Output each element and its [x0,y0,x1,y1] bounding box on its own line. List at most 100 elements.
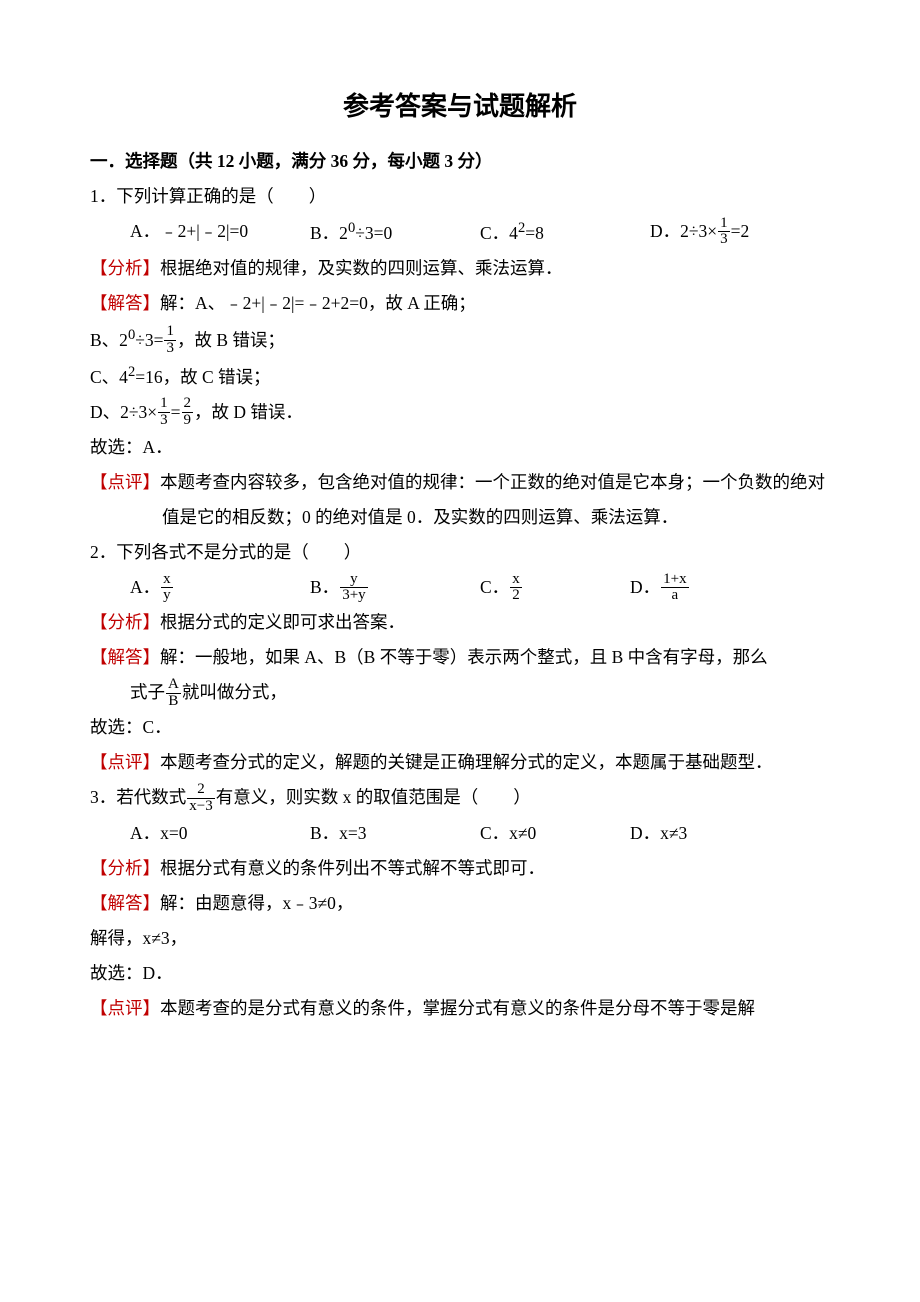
q2-option-d: D．1+xa [630,570,790,605]
fraction: y3+y [340,572,367,605]
text: =16，故 C 错误； [135,367,270,387]
text: D、2÷3× [90,402,157,422]
numerator: x [161,572,173,589]
text: = [171,402,181,422]
fraction: xy [161,572,173,605]
q3-answer-line2: 解得，x≠3， [90,921,830,956]
q2-option-a: A．xy [130,570,310,605]
q1-option-c: C．42=8 [480,214,650,251]
q1-answer-b: B、20÷3=13，故 B 错误； [90,321,830,358]
fraction: 29 [182,396,194,429]
analysis-text: 根据分式的定义即可求出答案． [160,612,405,632]
q3-choice: 故选：D． [90,956,830,991]
fraction: 2x−3 [187,782,214,815]
q3-option-b: B．x=3 [310,816,480,851]
text: C．4 [480,223,518,243]
numerator: 1 [164,324,176,341]
comment-text: 本题考查分式的定义，解题的关键是正确理解分式的定义，本题属于基础题型． [160,752,773,772]
text: D．2÷3× [650,221,717,241]
denominator: 9 [182,413,194,429]
comment-text: 本题考查的是分式有意义的条件，掌握分式有意义的条件是分母不等于零是解 [160,998,755,1018]
numerator: A [166,677,181,694]
denominator: 3 [158,413,170,429]
q3-comment: 【点评】本题考查的是分式有意义的条件，掌握分式有意义的条件是分母不等于零是解 [90,991,830,1026]
analysis-text: 根据绝对值的规律，及实数的四则运算、乘法运算． [160,258,563,278]
text: =8 [525,223,544,243]
text: C、4 [90,367,128,387]
numerator: 1+x [661,572,688,589]
q2-option-b: B．y3+y [310,570,480,605]
text: 3．若代数式 [90,787,186,807]
numerator: 1 [718,216,730,233]
q1-option-b: B．20÷3=0 [310,214,480,251]
denominator: x−3 [187,799,214,815]
q3-option-c: C．x≠0 [480,816,630,851]
denominator: 3+y [340,588,367,604]
q2-answer-line2: 式子AB就叫做分式， [90,675,830,710]
q1-stem: 1．下列计算正确的是（ ） [90,179,830,214]
analysis-tag: 【分析】 [90,858,160,878]
q1-comment: 【点评】本题考查内容较多，包含绝对值的规律：一个正数的绝对值是它本身；一个负数的… [90,465,830,535]
text: =2 [731,221,750,241]
analysis-tag: 【分析】 [90,612,160,632]
numerator: y [340,572,367,589]
text: ÷3=0 [355,223,392,243]
text: 就叫做分式， [182,682,287,702]
q3-stem: 3．若代数式2x−3有意义，则实数 x 的取值范围是（ ） [90,780,830,815]
text: 式子 [130,682,165,702]
section-header: 一．选择题（共 12 小题，满分 36 分，每小题 3 分） [90,144,830,179]
analysis-text: 根据分式有意义的条件列出不等式解不等式即可． [160,858,545,878]
q1-option-a: A．﹣2+|﹣2|=0 [130,214,310,251]
text: ÷3= [135,330,163,350]
fraction: 13 [164,324,176,357]
q3-analysis: 【分析】根据分式有意义的条件列出不等式解不等式即可． [90,851,830,886]
numerator: 2 [187,782,214,799]
comment-tag: 【点评】 [90,472,160,492]
fraction: AB [166,677,181,710]
q1-answer-d: D、2÷3×13=29，故 D 错误． [90,395,830,430]
text: 解：A、﹣2+|﹣2|=﹣2+2=0，故 A 正确； [160,293,476,313]
answer-tag: 【解答】 [90,293,160,313]
comment-tag: 【点评】 [90,998,160,1018]
text: 解：由题意得，x﹣3≠0， [160,893,353,913]
q1-options: A．﹣2+|﹣2|=0 B．20÷3=0 C．42=8 D．2÷3×13=2 [90,214,830,251]
q1-choice: 故选：A． [90,430,830,465]
q2-options: A．xy B．y3+y C．x2 D．1+xa [90,570,830,605]
denominator: a [661,588,688,604]
numerator: 1 [158,396,170,413]
text: ，故 B 错误； [177,330,285,350]
q1-answer-a: 【解答】解：A、﹣2+|﹣2|=﹣2+2=0，故 A 正确； [90,286,830,321]
q2-choice: 故选：C． [90,710,830,745]
denominator: 2 [510,588,522,604]
text: 有意义，则实数 x 的取值范围是（ ） [216,787,531,807]
text: C． [480,577,509,597]
fraction: 1+xa [661,572,688,605]
comment-tag: 【点评】 [90,752,160,772]
q3-options: A．x=0 B．x=3 C．x≠0 D．x≠3 [90,816,830,851]
q3-option-d: D．x≠3 [630,816,790,851]
fraction: x2 [510,572,522,605]
text: ，故 D 错误． [194,402,303,422]
q2-analysis: 【分析】根据分式的定义即可求出答案． [90,605,830,640]
text: B、2 [90,330,128,350]
denominator: y [161,588,173,604]
numerator: 2 [182,396,194,413]
text: B．2 [310,223,348,243]
q1-analysis: 【分析】根据绝对值的规律，及实数的四则运算、乘法运算． [90,251,830,286]
text: 解：一般地，如果 A、B（B 不等于零）表示两个整式，且 B 中含有字母，那么 [160,647,768,667]
answer-tag: 【解答】 [90,647,160,667]
denominator: 3 [718,232,730,248]
denominator: 3 [164,341,176,357]
numerator: x [510,572,522,589]
denominator: B [166,694,181,710]
q3-answer-line1: 【解答】解：由题意得，x﹣3≠0， [90,886,830,921]
fraction: 13 [158,396,170,429]
comment-text: 本题考查内容较多，包含绝对值的规律：一个正数的绝对值是它本身；一个负数的绝对值是… [160,472,825,527]
q3-option-a: A．x=0 [130,816,310,851]
q1-answer-c: C、42=16，故 C 错误； [90,358,830,395]
q2-option-c: C．x2 [480,570,630,605]
q2-stem: 2．下列各式不是分式的是（ ） [90,535,830,570]
q2-answer-line1: 【解答】解：一般地，如果 A、B（B 不等于零）表示两个整式，且 B 中含有字母… [90,640,830,675]
fraction: 13 [718,216,730,249]
page-title: 参考答案与试题解析 [90,80,830,132]
